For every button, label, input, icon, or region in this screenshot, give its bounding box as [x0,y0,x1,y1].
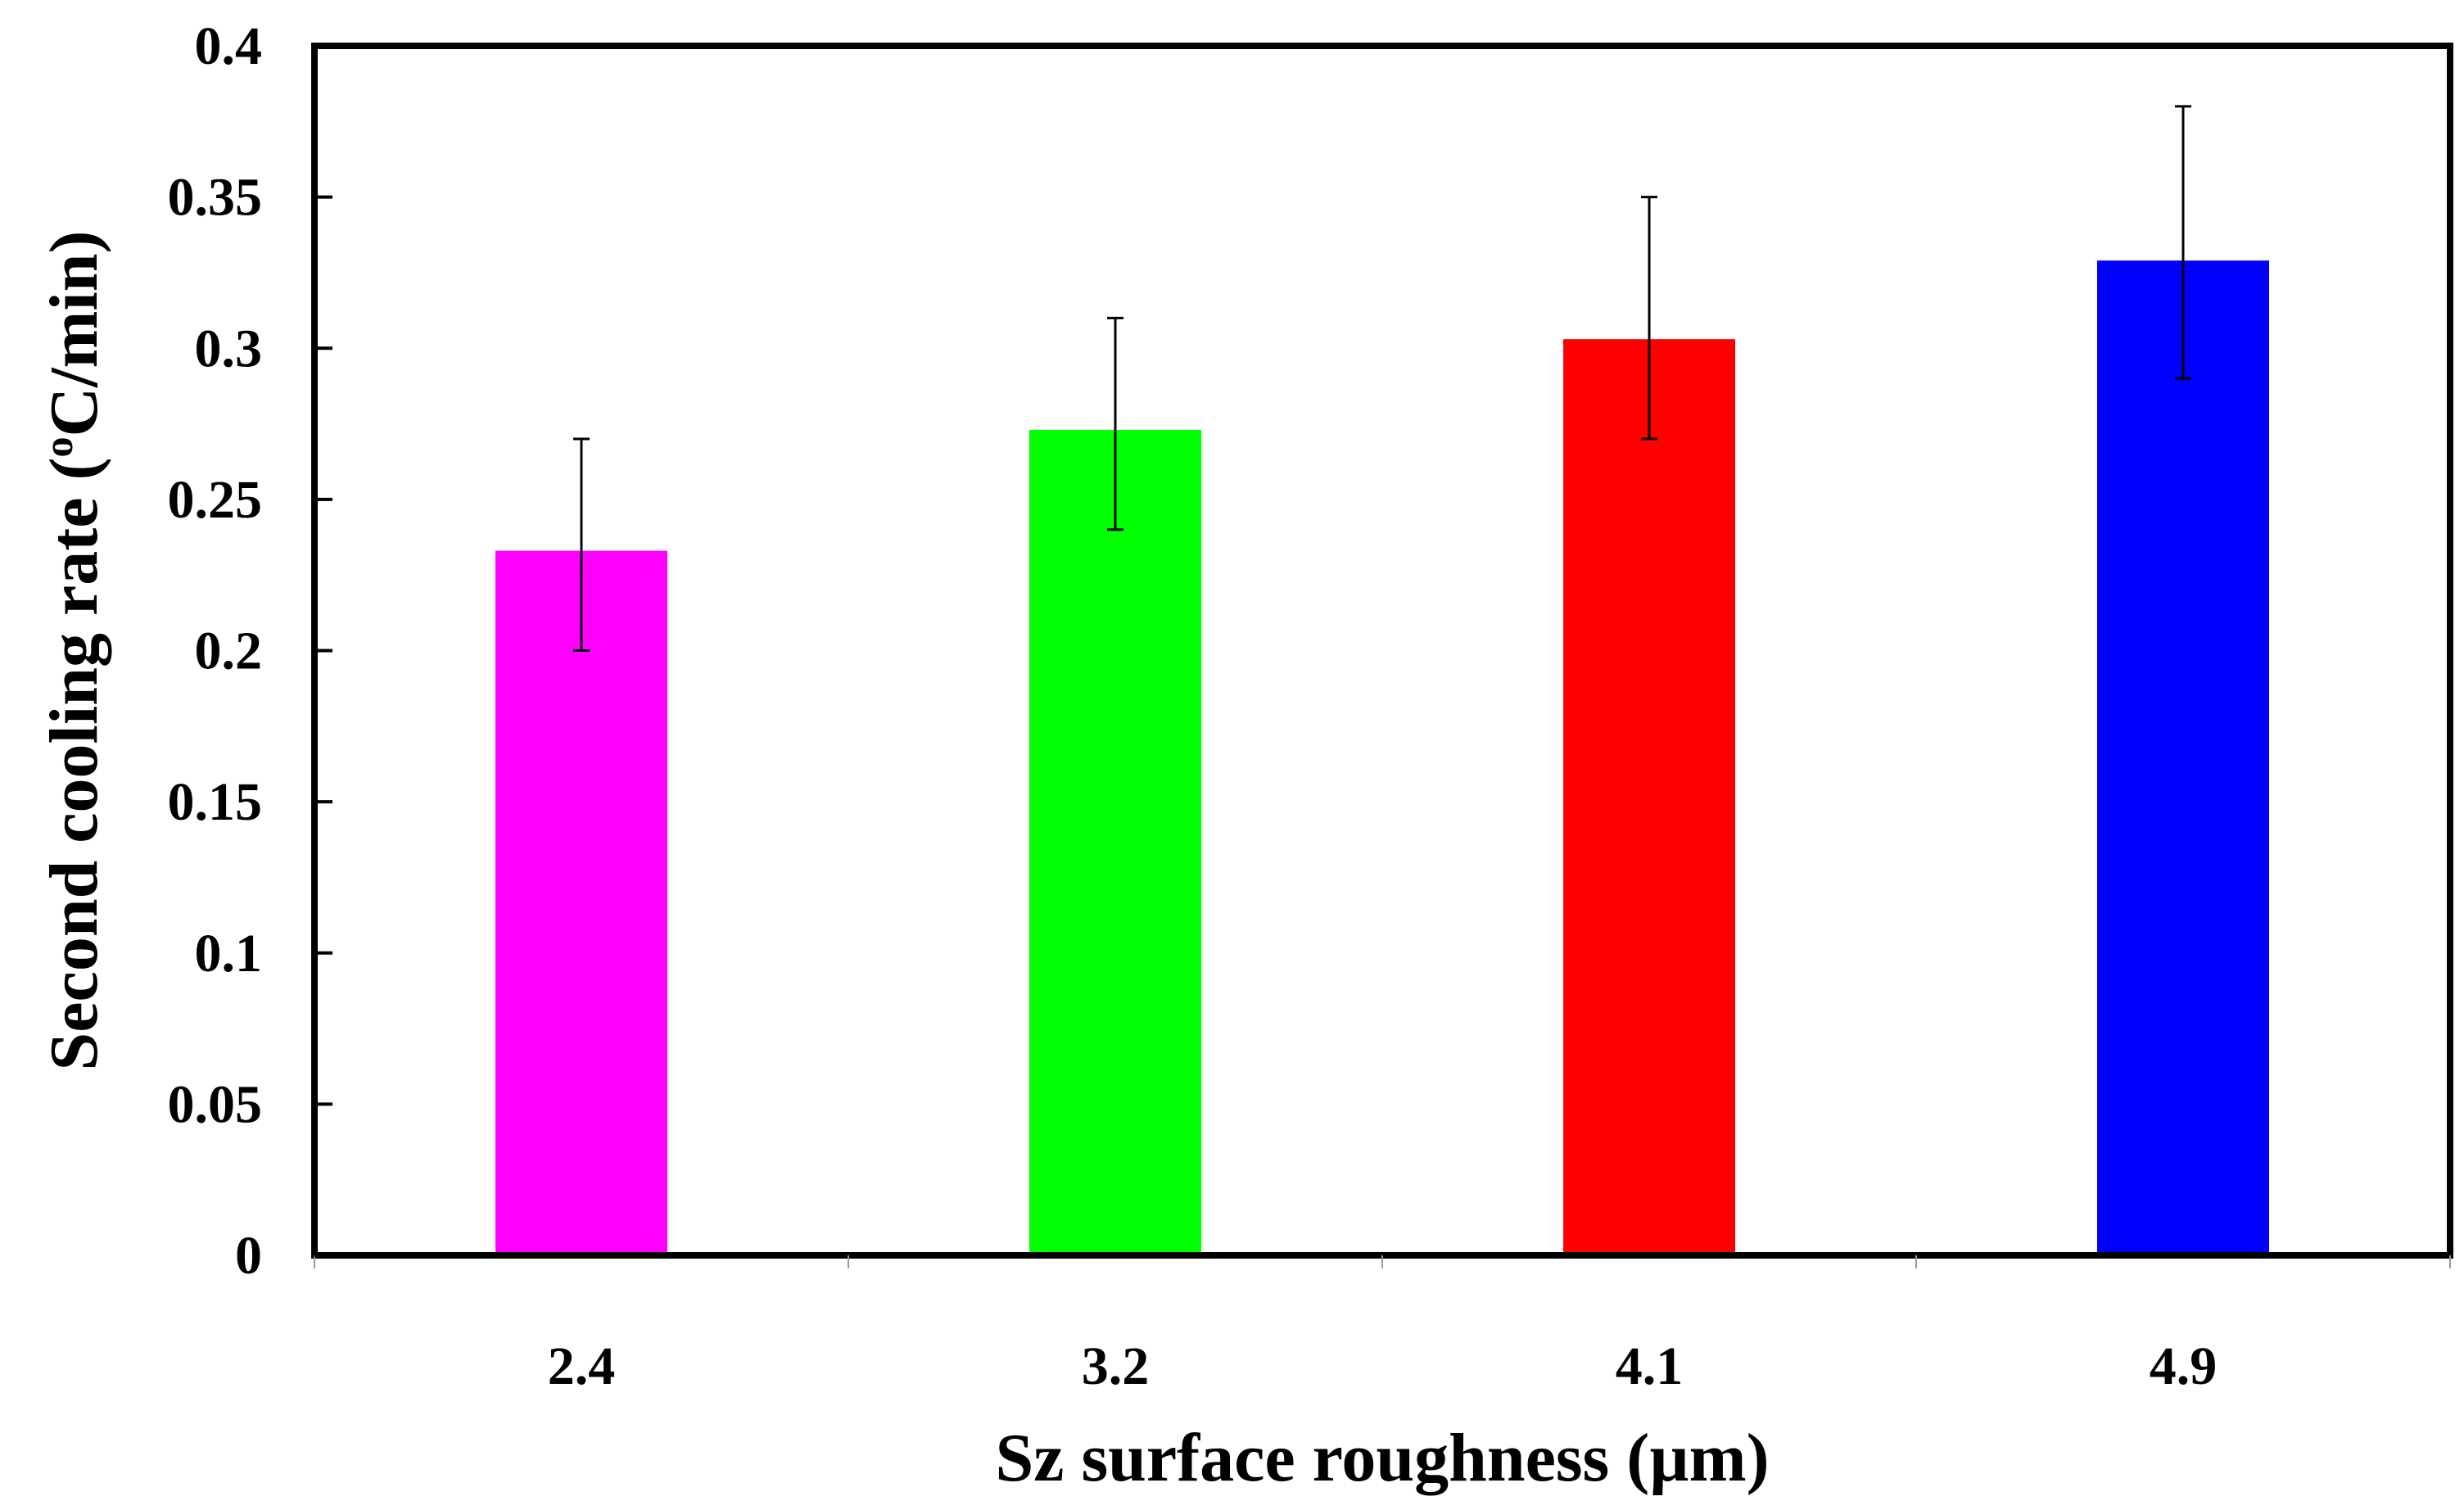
y-tick-label: 0.1 [195,924,263,983]
y-tick-label: 0.15 [168,772,263,832]
y-axis-title-unit: C/min) [36,231,112,437]
y-axis-title-main: Second cooling rate ( [36,458,112,1071]
bar-3.2 [1029,429,1201,1255]
y-tick-label: 0.05 [168,1074,263,1134]
x-axis: 2.4 3.2 4.1 4.9 [314,1252,2451,1396]
y-tick-label: 0.25 [168,470,263,530]
y-tick-label: 0.35 [168,168,263,228]
y-tick-label: 0.2 [195,622,263,681]
bars-group [495,260,2269,1256]
x-tick-label: 4.9 [2150,1336,2218,1396]
bar-4.1 [1563,339,1735,1255]
y-axis-title: Second cooling rate (oC/min) [35,231,112,1071]
y-tick-label: 0.4 [195,16,263,76]
x-axis-title: Sz surface roughness (µm) [995,1420,1769,1496]
x-tick-label: 4.1 [1616,1336,1684,1396]
x-tick-label: 2.4 [548,1336,616,1396]
y-tick-label: 0.3 [195,319,263,378]
y-axis: 0 0.05 0.1 0.15 0.2 0.25 0.3 0.35 0.4 [168,16,332,1286]
y-tick-label: 0 [235,1226,262,1286]
error-bars-group [573,105,2191,652]
x-tick-label: 3.2 [1082,1336,1150,1396]
bar-4.9 [2097,260,2269,1256]
y-axis-title-degree: o [35,437,81,458]
bar-2.4 [495,550,667,1255]
